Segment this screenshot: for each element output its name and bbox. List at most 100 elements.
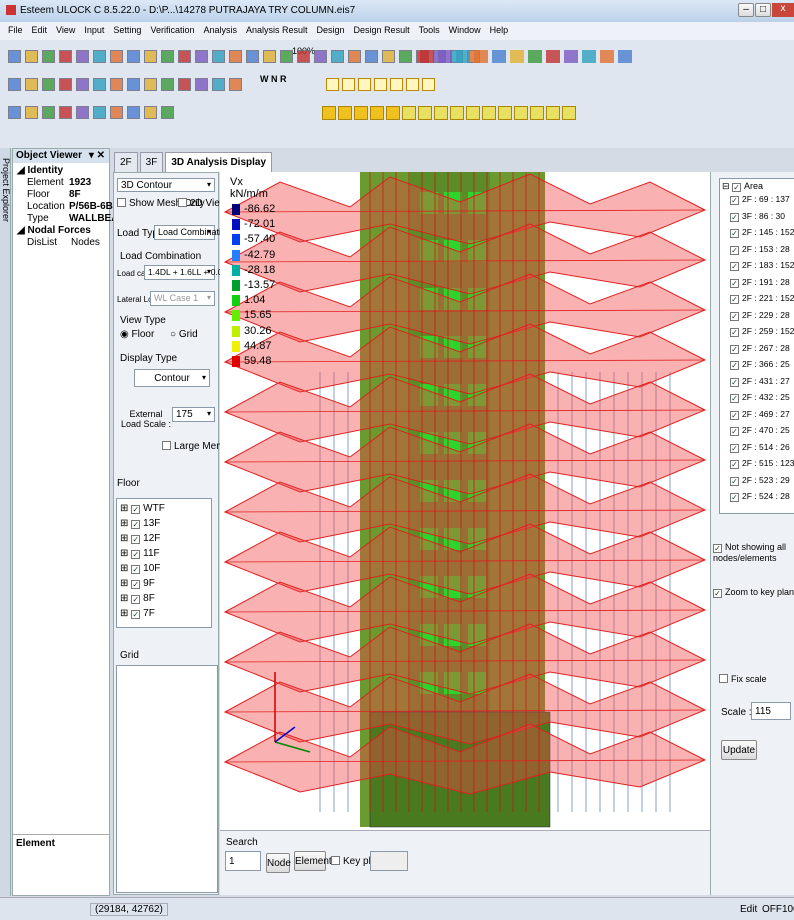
project-explorer-tab[interactable]: Project Explorer	[1, 158, 11, 223]
large-memory-check[interactable]: Large Memory	[162, 441, 238, 452]
tree-item[interactable]: ✓ 2F : 153 : 28	[730, 243, 790, 255]
tree-item[interactable]: ✓ 2F : 267 : 28	[730, 342, 790, 354]
tree-item[interactable]: ✓ 2F : 183 : 152	[730, 260, 794, 271]
menu-item[interactable]: Edit	[31, 25, 48, 35]
floor-item[interactable]: ⊞ ✓ 11F	[120, 548, 160, 559]
menu-item[interactable]: File	[8, 25, 23, 35]
toolbar-icon[interactable]	[297, 50, 310, 63]
toolbar-icon[interactable]	[358, 78, 371, 91]
tree-root[interactable]: ⊟ ✓ Area	[722, 181, 764, 192]
toolbar-icon[interactable]	[144, 106, 157, 119]
toolbar-icon[interactable]	[161, 50, 174, 63]
tree-item[interactable]: ✓ 2F : 431 : 27	[730, 375, 790, 387]
tree-item[interactable]: ✓ 3F : 86 : 30	[730, 210, 785, 222]
key-plan-check[interactable]: Key plan	[331, 856, 382, 867]
tree-item[interactable]: ✓ 2F : 523 : 29	[730, 474, 790, 486]
lateral-select[interactable]: WL Case 1	[150, 291, 215, 306]
toolbar-icon[interactable]	[144, 78, 157, 91]
toolbar-icon[interactable]	[195, 50, 208, 63]
tree-item[interactable]: ✓ 2F : 366 : 25	[730, 359, 790, 370]
ext-scale-select[interactable]: 175	[172, 407, 215, 422]
toolbar-icon[interactable]	[110, 50, 123, 63]
toolbar-icon[interactable]	[546, 106, 560, 120]
toolbar-icon[interactable]	[212, 50, 225, 63]
tree-item[interactable]: ✓ 2F : 515 : 123	[730, 458, 794, 469]
toolbar-icon[interactable]	[546, 50, 560, 63]
toolbar-icon[interactable]	[8, 50, 21, 63]
tree-item[interactable]: ✓ 2F : 145 : 152	[730, 227, 794, 238]
toolbar-icon[interactable]	[370, 106, 384, 120]
search-input[interactable]: 1	[225, 851, 261, 871]
toolbar-icon[interactable]	[422, 78, 435, 91]
toolbar-icon[interactable]	[263, 50, 276, 63]
menu-item[interactable]: View	[56, 25, 76, 35]
toolbar-icon[interactable]	[59, 78, 72, 91]
toolbar-icon[interactable]	[314, 50, 327, 63]
display-mode-select[interactable]: 3D Contour	[117, 178, 215, 192]
tree-item[interactable]: ✓ 2F : 259 : 152	[730, 326, 794, 337]
tree-item[interactable]: ✓ 2F : 432 : 25	[730, 392, 790, 403]
toolbar-icon[interactable]	[144, 50, 157, 63]
toolbar-icon[interactable]	[178, 78, 191, 91]
menu-item[interactable]: Analysis	[203, 25, 237, 35]
toolbar-icon[interactable]	[93, 50, 106, 63]
toolbar-icon[interactable]	[127, 50, 140, 63]
mesh-only-check[interactable]: Show Mesh Only	[117, 198, 205, 209]
toolbar-icon[interactable]	[127, 78, 140, 91]
close[interactable]: x	[772, 3, 794, 17]
tab[interactable]: 3F	[139, 152, 164, 172]
toolbar-icon[interactable]	[326, 78, 339, 91]
tab[interactable]: 2F	[114, 152, 138, 172]
floor-item[interactable]: ⊞ ✓ 9F	[120, 578, 155, 589]
toolbar-icon[interactable]	[8, 78, 21, 91]
toolbar-icon[interactable]	[374, 78, 387, 91]
toolbar-icon[interactable]	[438, 50, 452, 63]
toolbar-icon[interactable]	[564, 50, 578, 63]
fix-scale-check[interactable]: Fix scale	[719, 674, 767, 684]
view-floor-radio[interactable]: ◉ Floor	[120, 329, 155, 340]
toolbar-icon[interactable]	[342, 78, 355, 91]
display-type-select[interactable]: Contour	[134, 369, 210, 387]
not-showing-check[interactable]: ✓ Not showing all nodes/elements	[713, 542, 787, 563]
toolbar-icon[interactable]	[450, 106, 464, 120]
toolbar-icon[interactable]	[618, 50, 632, 63]
tree-item[interactable]: ✓ 2F : 221 : 152	[730, 293, 794, 304]
toolbar-icon[interactable]	[338, 106, 352, 120]
tree-item[interactable]: ✓ 2F : 191 : 28	[730, 276, 790, 288]
toolbar-icon[interactable]	[93, 78, 106, 91]
toolbar-icon[interactable]	[418, 106, 432, 120]
toolbar-icon[interactable]	[382, 50, 395, 63]
toolbar-icon[interactable]	[530, 106, 544, 120]
toolbar-icon[interactable]	[331, 50, 344, 63]
floor-item[interactable]: ⊞ ✓ 13F	[120, 518, 161, 529]
toolbar-icon[interactable]	[212, 78, 225, 91]
toolbar-icon[interactable]	[42, 106, 55, 119]
tree-item[interactable]: ✓ 2F : 514 : 26	[730, 441, 790, 453]
toolbar-icon[interactable]	[482, 106, 496, 120]
toolbar-icon[interactable]	[492, 50, 506, 63]
toolbar-icon[interactable]	[25, 106, 38, 119]
toolbar-icon[interactable]	[42, 78, 55, 91]
tree-item[interactable]: ✓ 2F : 69 : 137	[730, 194, 790, 205]
toolbar-icon[interactable]	[178, 50, 191, 63]
tree-item[interactable]: ✓ 2F : 229 : 28	[730, 309, 790, 321]
view-grid-radio[interactable]: ○ Grid	[170, 329, 198, 340]
toolbar-icon[interactable]	[399, 50, 412, 63]
toolbar-icon[interactable]	[354, 106, 368, 120]
maximize[interactable]: □	[755, 3, 771, 17]
toolbar-icon[interactable]	[161, 106, 174, 119]
view-2d-check[interactable]: 2D View	[178, 198, 227, 209]
toolbar-icon[interactable]	[195, 78, 208, 91]
toolbar-icon[interactable]	[229, 50, 242, 63]
minimize[interactable]: –	[738, 3, 754, 17]
toolbar-icon[interactable]	[110, 106, 123, 119]
toolbar-icon[interactable]	[322, 106, 336, 120]
floor-item[interactable]: ⊞ ✓ WTF	[120, 503, 165, 514]
toolbar-icon[interactable]	[390, 78, 403, 91]
toolbar-icon[interactable]	[434, 106, 448, 120]
toolbar-icon[interactable]	[466, 106, 480, 120]
floor-item[interactable]: ⊞ ✓ 12F	[120, 533, 161, 544]
toolbar-icon[interactable]	[514, 106, 528, 120]
floor-item[interactable]: ⊞ ✓ 10F	[120, 563, 161, 574]
toolbar-icon[interactable]	[348, 50, 361, 63]
